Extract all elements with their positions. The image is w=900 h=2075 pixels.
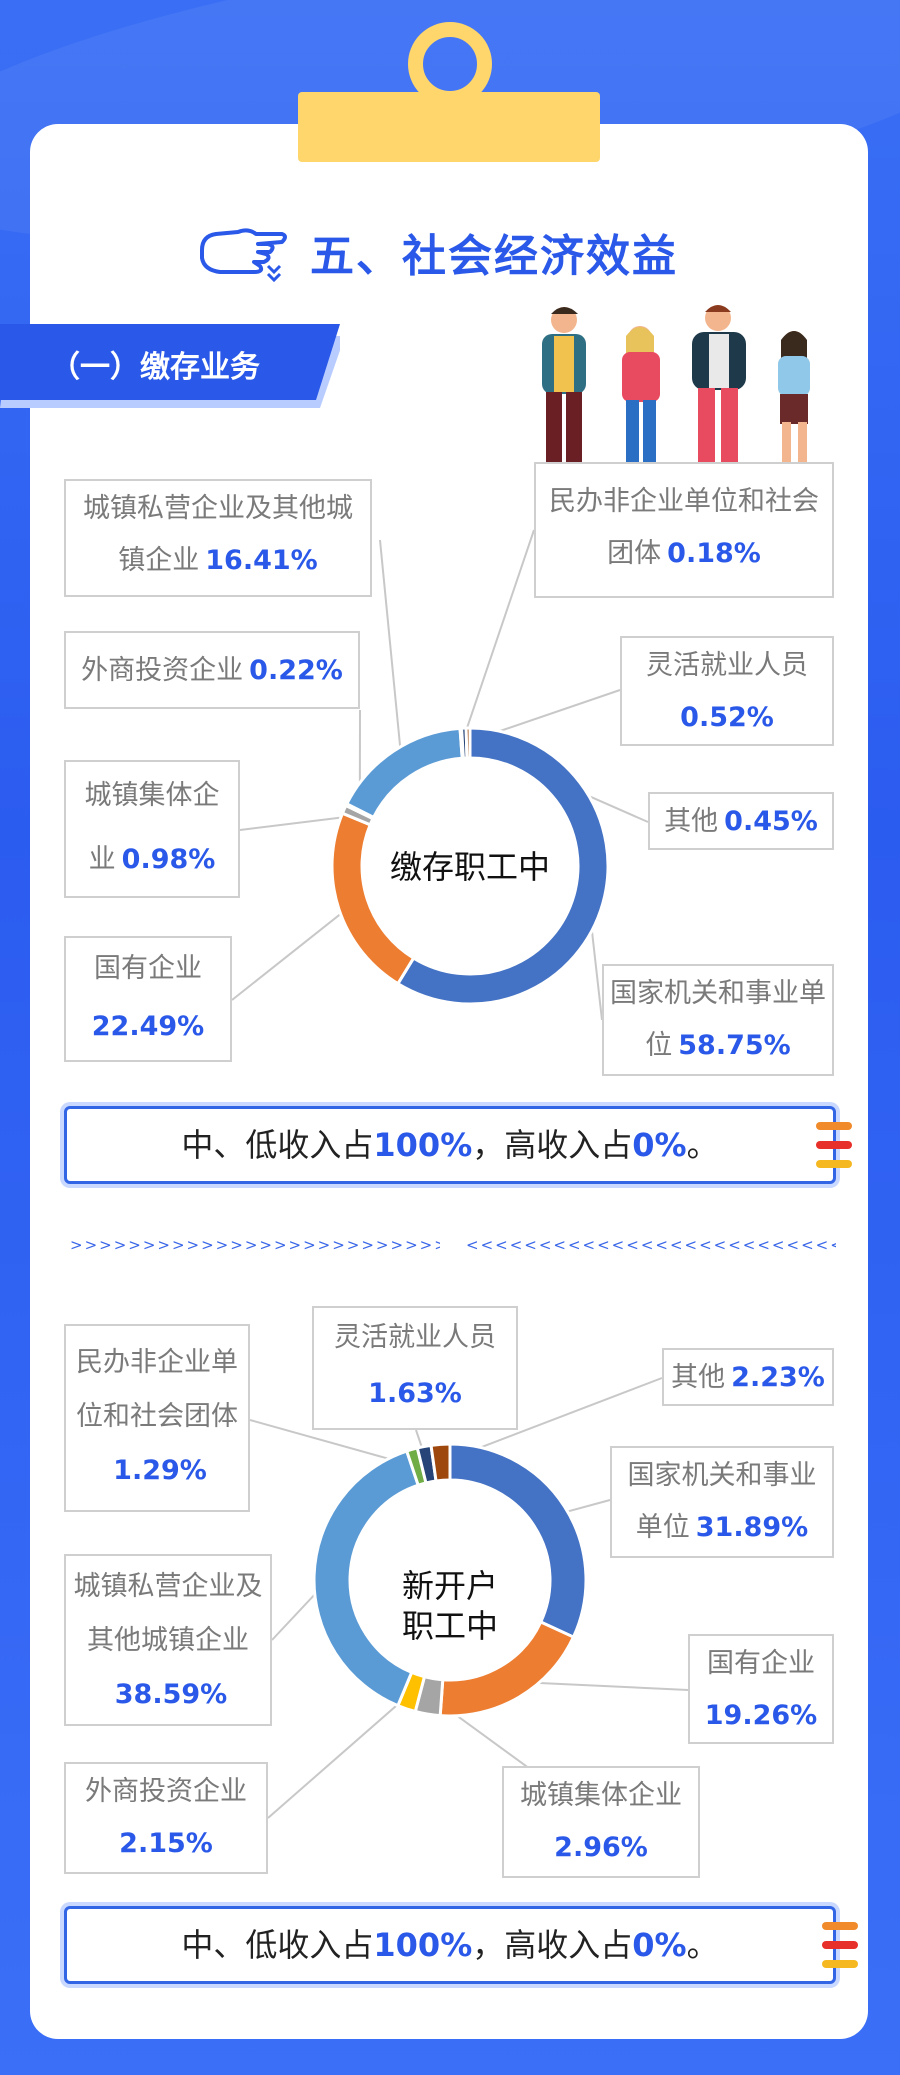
info-value-low: 100% [373,1926,473,1964]
info-value-high: 0% [632,1926,687,1964]
pointing-hand-icon [200,228,287,282]
donut-arcs-1 [330,726,610,1006]
chart2-label-state: 国有企业 19.26% [688,1634,834,1744]
info-value-high: 0% [632,1126,687,1164]
info-text: 中、低收入占 [181,1926,374,1964]
chart1-leader-line-4 [379,539,403,764]
label-name: 城镇集体企业 [520,1780,682,1811]
chart2-label-private: 城镇私营企业及其他城镇企业 38.59% [64,1554,272,1726]
label-pct: 1.63% [368,1378,462,1409]
chart1-label-foreign: 外商投资企业 0.22% [64,631,360,709]
chart1-label-flexible: 灵活就业人员 0.52% [620,636,834,746]
label-name: 国有企业 [707,1648,815,1679]
label-name: 城镇私营企业及其他城镇企业 [73,1571,263,1656]
center-line-2: 职工中 [401,1607,498,1645]
label-name: 外商投资企业 [81,655,244,686]
clip-bar [298,92,600,162]
label-pct: 22.49% [91,1011,205,1042]
label-name: 外商投资企业 [85,1776,247,1807]
label-pct: 1.29% [113,1455,207,1486]
label-pct: 31.89% [695,1512,809,1543]
label-name: 国有企业 [94,953,202,984]
label-name: 灵活就业人员 [334,1322,496,1353]
label-name: 其他 [671,1362,726,1393]
info-text: ，高收入占 [472,1926,633,1964]
chart2-label-nonprofit: 民办非企业单位和社会团体 1.29% [64,1324,250,1512]
info-text: 中、低收入占 [181,1126,374,1164]
chart2-center-label: 新开户 职工中 [360,1566,540,1646]
label-pct: 2.96% [554,1832,648,1863]
chart1-label-gov: 国家机关和事业单位 58.75% [602,964,834,1076]
page-title: 五、社会经济效益 [310,231,678,282]
label-name: 其他 [664,806,719,837]
chart2-label-collective: 城镇集体企业 2.96% [502,1766,700,1878]
section-ribbon [0,324,340,408]
label-name: 国家机关和事业单位 [627,1460,817,1543]
stripes-decoration-2 [822,1922,858,1974]
chart1-center-label: 缴存职工中 [389,848,550,886]
label-name: 城镇私营企业及其他城镇企业 [83,493,353,576]
stripes-decoration-1 [816,1122,852,1174]
label-pct: 19.26% [704,1700,818,1731]
chart1-slice-0 [395,726,610,1006]
chart1-label-collective: 城镇集体企业 0.98% [64,760,240,898]
chart1-leader-line-2 [239,814,358,831]
chart1-label-nonprofit: 民办非企业单位和社会团体 0.18% [534,462,834,598]
label-pct: 16.41% [205,545,318,576]
label-name: 城镇集体企业 [84,780,220,875]
chart2-label-foreign: 外商投资企业 2.15% [64,1762,268,1874]
section-title: （一）缴存业务 [50,350,260,385]
label-pct: 0.98% [121,844,216,875]
info-text: 。 [686,1926,719,1964]
info-text: ，高收入占 [472,1126,633,1164]
chart1-label-private: 城镇私营企业及其他城镇企业 16.41% [64,479,372,597]
label-pct: 38.59% [114,1679,228,1710]
info-value-low: 100% [373,1126,473,1164]
donut-arcs-2 [312,1442,588,1718]
chart1-leader-line-1 [231,903,354,1001]
info-text: 。 [686,1126,719,1164]
chart1-leader-line-5 [460,529,535,744]
chart1-slice-7 [464,726,472,760]
label-pct: 2.15% [119,1828,213,1859]
chart2-slice-7 [429,1442,452,1483]
income-info-bar-1: 中、低收入占100%，高收入占0%。 [64,1106,836,1184]
center-line-1: 新开户 [401,1567,498,1605]
label-pct: 58.75% [678,1030,791,1061]
label-name: 民办非企业单位和社会团体 [549,486,819,569]
chart2-label-other: 其他 2.23% [662,1348,834,1406]
divider-left: >>>>>>>>>>>>>>>>>>>>>>>>>>>>>>>> [70,1236,440,1254]
label-pct: 0.22% [249,655,343,686]
income-info-bar-2: 中、低收入占100%，高收入占0%。 [64,1906,836,1984]
divider-right: <<<<<<<<<<<<<<<<<<<<<<<<<<<<<<<<<<< [466,1236,836,1254]
label-pct: 2.23% [731,1362,825,1393]
chart2-label-flexible: 灵活就业人员 1.63% [312,1306,518,1430]
chart2-label-gov: 国家机关和事业单位 31.89% [610,1446,834,1558]
chart1-label-state: 国有企业 22.49% [64,936,232,1062]
chart1-label-other: 其他 0.45% [648,792,834,850]
label-name: 民办非企业单位和社会团体 [76,1347,238,1432]
people-illustration [542,305,810,462]
chart2-leader-line-3 [267,1691,413,1819]
label-pct: 0.45% [724,806,818,837]
label-name: 灵活就业人员 [646,650,808,681]
label-pct: 0.52% [680,702,774,733]
label-pct: 0.18% [667,538,761,569]
label-name: 国家机关和事业单位 [610,978,826,1061]
